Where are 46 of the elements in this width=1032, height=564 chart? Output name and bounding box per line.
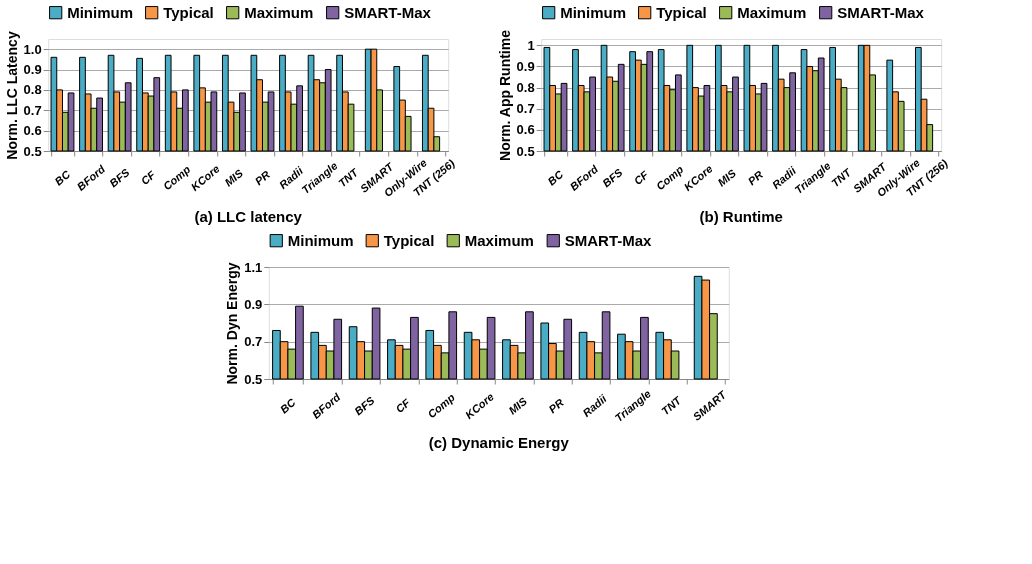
y-tick-label: 0.9 [516, 58, 535, 74]
text: (a) LLC latency [194, 208, 303, 226]
legend-label: Minimum [287, 231, 354, 249]
y-tick-label: 0.8 [23, 82, 42, 98]
text: (b) Runtime [699, 208, 783, 226]
y-tick-label: 0.5 [244, 371, 263, 387]
y-tick-label: 0.7 [516, 101, 535, 117]
x-tick-label: CF [631, 168, 651, 188]
legend-label: Minimum [560, 3, 627, 21]
y-tick-label: 0.9 [244, 296, 263, 312]
x-tick-label: MIS [222, 166, 246, 189]
y-tick-label: 0.5 [516, 143, 535, 159]
legend-label: SMART-Max [344, 3, 432, 21]
legend-label: Typical [656, 3, 707, 21]
legend-label: Maximum [464, 231, 534, 249]
y-axis-title: Norm. App Runtime [496, 29, 513, 161]
legend-label: Minimum [67, 3, 134, 21]
y-tick-label: 1.1 [244, 259, 263, 275]
x-tick-label: MIS [506, 394, 530, 417]
y-tick-label: 0.6 [23, 123, 42, 139]
y-tick-label: 0.9 [23, 62, 42, 78]
legend-label: SMART-Max [564, 231, 653, 249]
x-tick-label: CF [393, 396, 413, 416]
x-tick-label: CF [138, 168, 158, 188]
y-tick-label: 1 [527, 37, 535, 53]
legend-label: Typical [383, 231, 435, 249]
x-tick-label: BC [277, 395, 299, 416]
x-tick-label: PR [745, 168, 766, 188]
legend-label: Maximum [737, 3, 807, 21]
x-tick-label: PR [546, 396, 566, 416]
y-tick-label: 0.7 [244, 334, 263, 350]
x-tick-label: PR [252, 168, 273, 188]
x-tick-label: BC [52, 167, 74, 188]
y-axis-title: Norm. Dyn Energy [224, 262, 241, 385]
text: (c) Dynamic Energy [428, 433, 570, 451]
y-tick-label: 0.7 [23, 102, 42, 118]
y-axis-title: Norm. LLC Latency [3, 31, 20, 160]
y-tick-label: 0.5 [23, 143, 42, 159]
x-tick-label: MIS [715, 166, 739, 189]
legend-label: Typical [163, 3, 214, 21]
x-tick-label: BC [545, 167, 567, 188]
legend-label: Maximum [244, 3, 314, 21]
y-tick-label: 1.0 [23, 41, 42, 57]
y-tick-label: 0.8 [516, 80, 535, 96]
y-tick-label: 0.6 [516, 122, 535, 138]
legend-label: SMART-Max [837, 3, 925, 21]
